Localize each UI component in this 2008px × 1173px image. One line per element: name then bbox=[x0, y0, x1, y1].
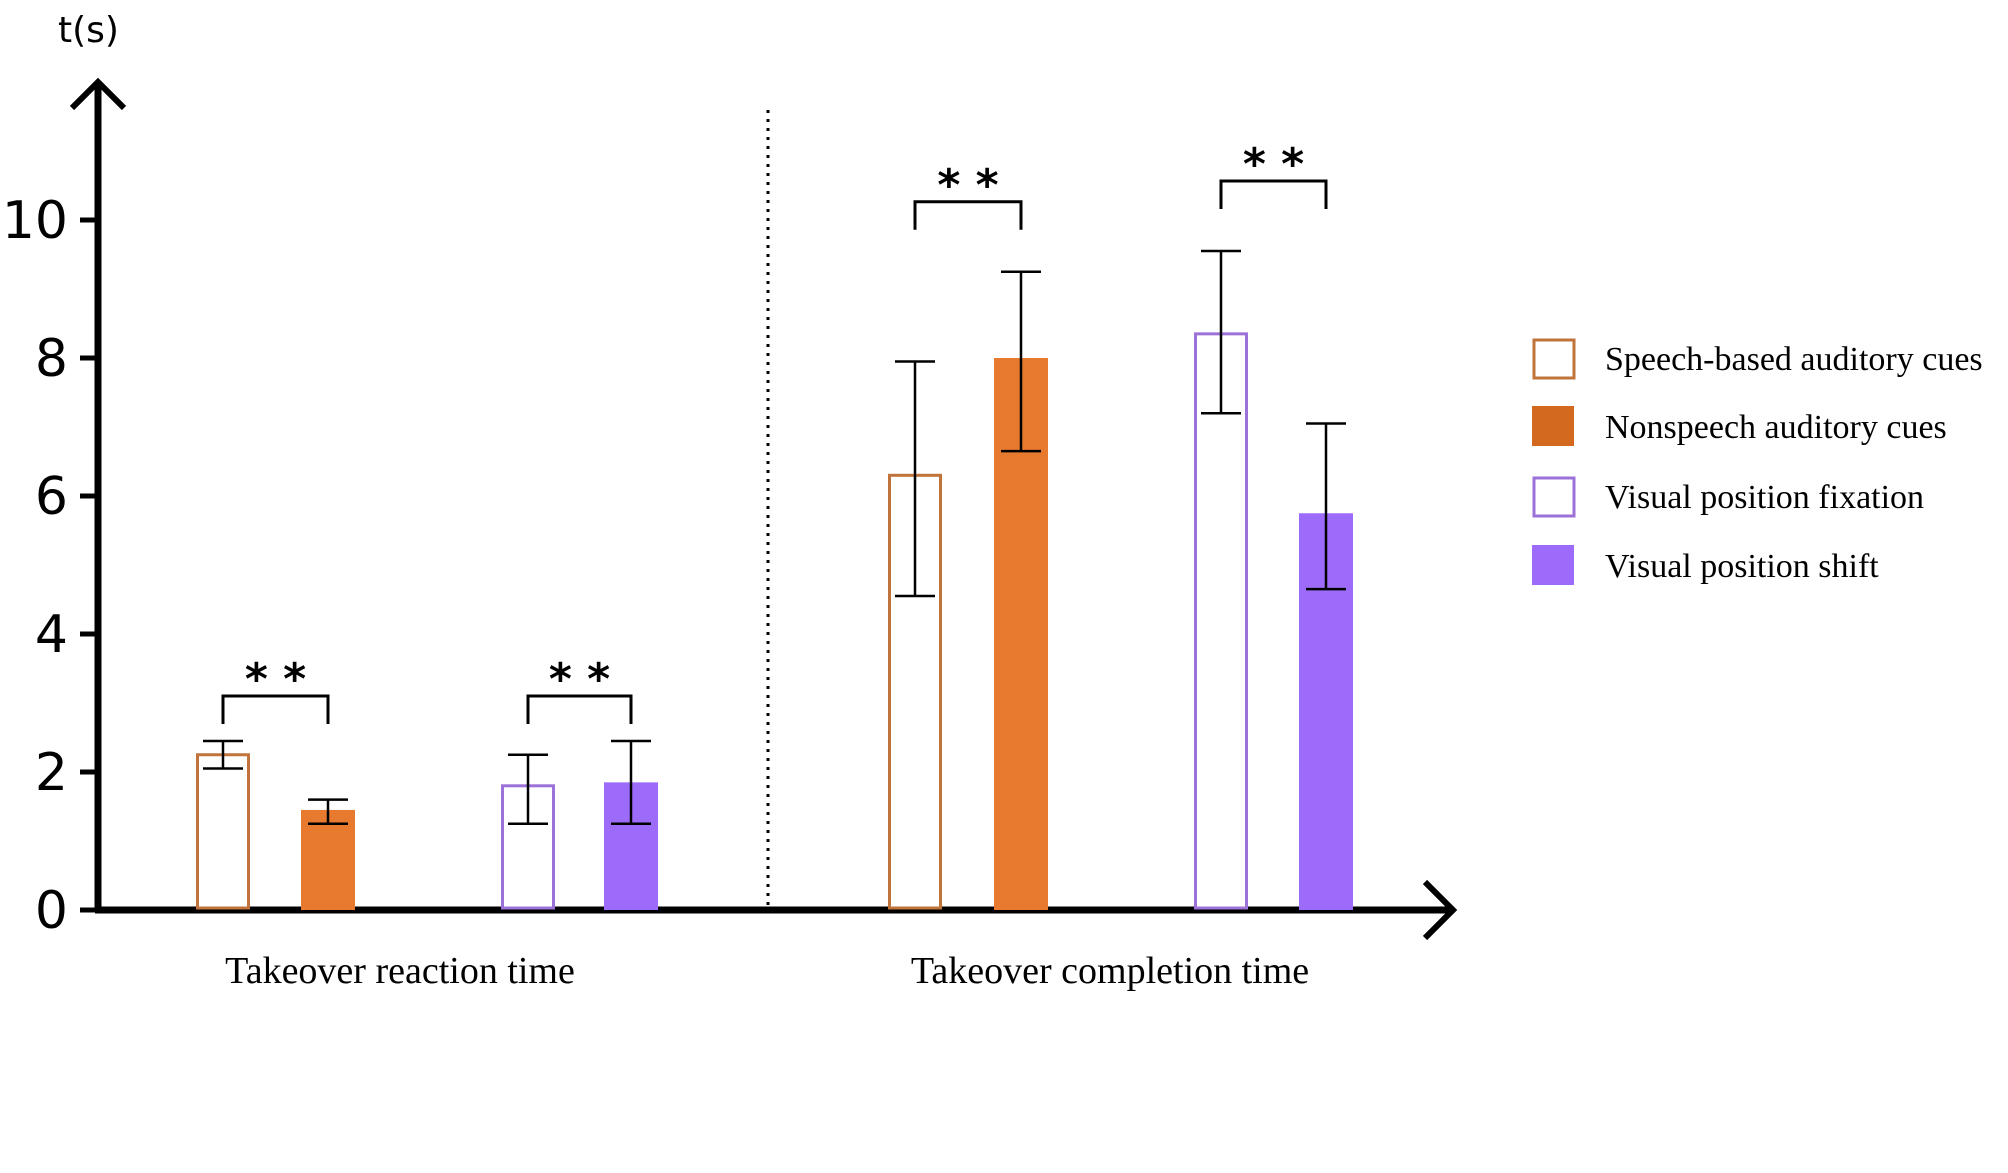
error-bar bbox=[203, 739, 243, 770]
y-tick-label: 4 bbox=[35, 605, 68, 665]
error-bar bbox=[611, 739, 651, 825]
error-bar bbox=[308, 798, 348, 825]
significance-label: * * bbox=[937, 160, 998, 211]
legend-swatch bbox=[1532, 406, 1574, 446]
legend-item: Nonspeech auditory cues bbox=[1532, 406, 1947, 446]
legend-item: Visual position shift bbox=[1532, 545, 1879, 585]
error-bar bbox=[1001, 270, 1041, 453]
x-axis-arrow bbox=[1422, 879, 1458, 941]
group-labels: Takeover reaction time Takeover completio… bbox=[225, 950, 1309, 992]
legend-label: Visual position fixation bbox=[1605, 479, 1924, 516]
legend-swatch bbox=[1532, 545, 1574, 585]
legend: Speech-based auditory cues Nonspeech audi… bbox=[1532, 338, 1983, 585]
y-tick-label: 0 bbox=[35, 881, 68, 941]
significance-bracket: * * bbox=[913, 160, 1023, 230]
legend-label: Speech-based auditory cues bbox=[1605, 341, 1983, 378]
significance-bracket: * * bbox=[221, 654, 330, 724]
bar-nonspeech-auditory-cues bbox=[301, 809, 355, 910]
group-label: Takeover reaction time bbox=[225, 950, 575, 992]
significance-bracket: * * bbox=[1219, 139, 1328, 210]
legend-item: Speech-based auditory cues bbox=[1532, 338, 1983, 380]
error-bar bbox=[1201, 249, 1241, 415]
significance-bracket: * * bbox=[526, 654, 633, 724]
significance-brackets: * * * * * * * * bbox=[221, 139, 1328, 724]
group-label: Takeover completion time bbox=[911, 950, 1309, 992]
legend-swatch bbox=[1532, 476, 1576, 518]
legend-item: Visual position fixation bbox=[1532, 476, 1924, 518]
y-axis-arrow bbox=[69, 77, 127, 111]
bars bbox=[196, 332, 1353, 910]
y-axis-label: t(s) bbox=[58, 10, 119, 51]
significance-label: * * bbox=[245, 654, 306, 705]
error-bars bbox=[203, 249, 1346, 825]
y-tick-label: 2 bbox=[35, 743, 68, 803]
legend-label: Nonspeech auditory cues bbox=[1605, 409, 1947, 446]
bar-visual-position-fixation bbox=[1194, 332, 1248, 910]
error-bar bbox=[508, 753, 548, 825]
error-bar bbox=[895, 360, 935, 598]
error-bar bbox=[1306, 422, 1346, 591]
significance-label: * * bbox=[549, 654, 610, 705]
bar-speech-based-auditory-cues bbox=[196, 753, 250, 910]
y-tick-label: 8 bbox=[35, 329, 68, 389]
y-tick-label: 6 bbox=[35, 467, 68, 527]
y-tick-label: 10 bbox=[2, 191, 68, 251]
legend-label: Visual position shift bbox=[1605, 548, 1879, 585]
significance-label: * * bbox=[1243, 139, 1304, 190]
legend-swatch bbox=[1532, 338, 1576, 380]
y-ticks: 0 2 4 6 8 10 bbox=[2, 191, 98, 941]
